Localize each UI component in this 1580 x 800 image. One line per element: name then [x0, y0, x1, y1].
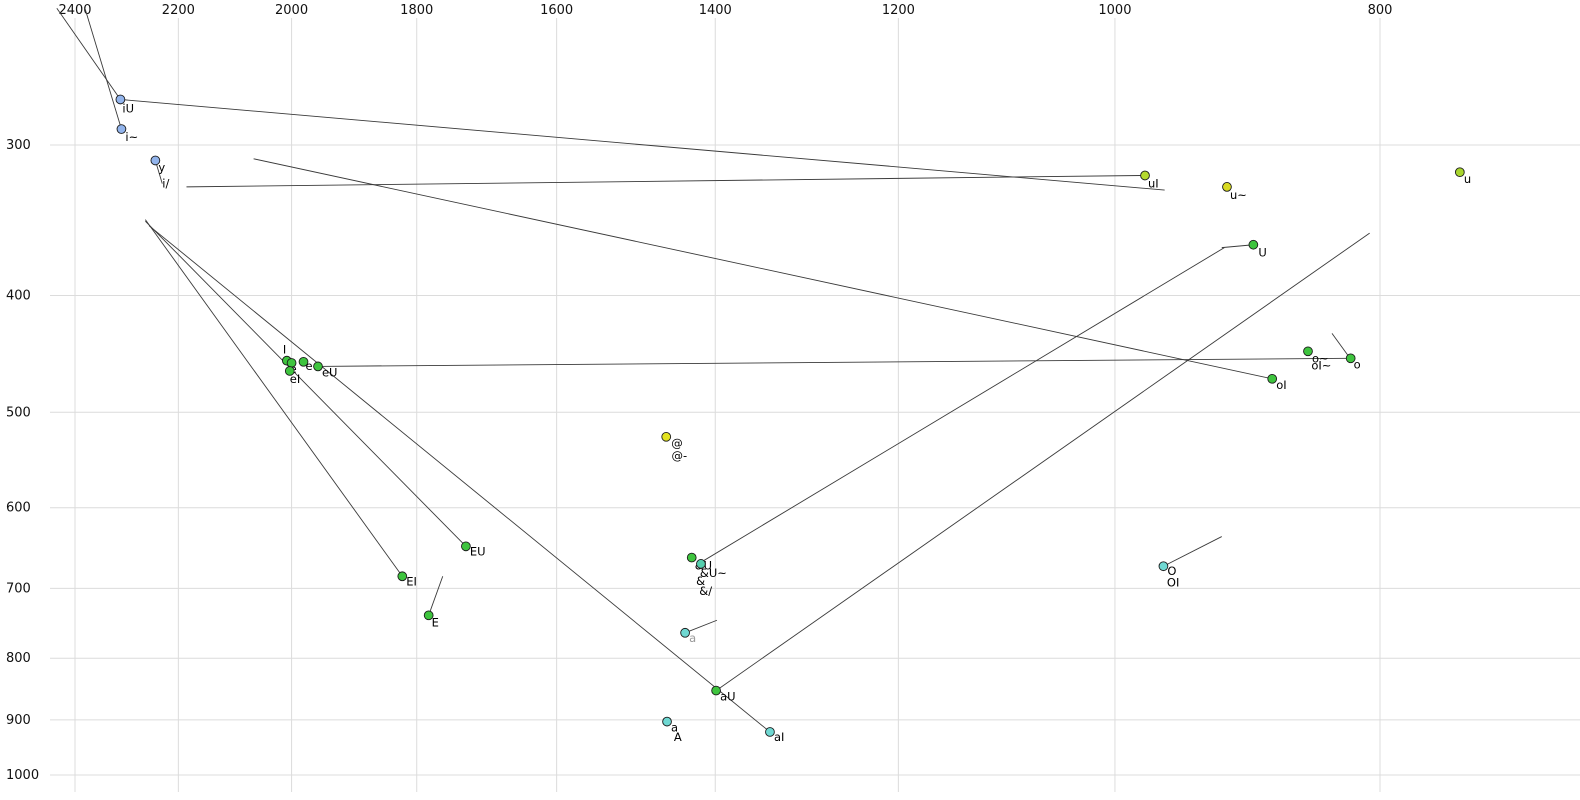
diphthong-trajectory-line — [1221, 244, 1254, 249]
vowel-point-label: o~ — [1312, 351, 1329, 365]
diphthong-trajectory-line — [428, 576, 444, 616]
vowel-point — [116, 124, 127, 134]
vowel-point-label: o — [1354, 357, 1361, 371]
x-tick-label: 2000 — [275, 3, 308, 18]
vowel-point — [150, 155, 161, 166]
vowel-point — [1248, 239, 1259, 250]
vowel-point — [461, 541, 471, 552]
vowel-point-label: i/ — [162, 177, 169, 191]
vowel-point-label: u — [1464, 172, 1471, 186]
vowel-point — [696, 559, 706, 569]
y-tick-label: 700 — [6, 581, 31, 596]
y-tick-label: 300 — [6, 138, 31, 153]
vowel-point — [298, 356, 309, 367]
vowel-point — [284, 366, 295, 376]
vowel-point-label: U — [1258, 246, 1266, 260]
vowel-point — [765, 727, 775, 737]
vowel-point — [1267, 373, 1278, 384]
vowel-point — [397, 571, 408, 582]
vowel-point-label: @ — [671, 436, 683, 450]
x-tick-label: 800 — [1368, 3, 1393, 18]
y-tick-label: 500 — [6, 405, 31, 420]
vowel-point-label: oI — [1276, 378, 1286, 392]
vowel-point-label: a — [689, 631, 696, 645]
vowel-point — [423, 610, 434, 621]
y-tick-label: 1000 — [6, 768, 39, 783]
diphthong-trajectory-line — [120, 99, 1165, 191]
diphthong-trajectory-line — [317, 357, 1348, 367]
y-tick-label: 600 — [6, 501, 31, 516]
vowel-point — [662, 716, 672, 727]
vowel-point-label: OI — [1167, 575, 1179, 589]
vowel-point-label: E — [432, 615, 439, 629]
x-tick-label: 1600 — [540, 3, 573, 18]
vowel-point-label: y — [158, 160, 165, 174]
diphthong-trajectory-line — [715, 232, 1370, 691]
vowel-point — [661, 431, 672, 442]
vowel-point-label: aU — [720, 690, 735, 704]
diphthong-trajectory-line — [1331, 333, 1350, 358]
diphthong-trajectory-line — [84, 8, 122, 130]
vowel-point-label: I — [283, 343, 286, 357]
vowel-point-label: EI — [406, 574, 417, 588]
x-tick-label: 2400 — [58, 3, 91, 18]
vowel-point-label: e — [306, 359, 313, 373]
vowel-point — [686, 552, 697, 563]
x-tick-label: 1400 — [699, 3, 732, 18]
vowel-point — [1454, 167, 1465, 178]
diphthong-trajectory-line — [700, 247, 1225, 563]
diphthong-trajectory-line — [145, 220, 467, 547]
x-tick-label: 2200 — [162, 3, 195, 18]
vowel-point-label: oI~ — [1311, 359, 1331, 373]
diphthong-trajectory-line — [148, 225, 771, 733]
vowel-point-label: &/ — [699, 584, 712, 598]
vowel-point — [313, 361, 323, 372]
y-tick-label: 900 — [6, 713, 31, 728]
diphthong-trajectory-line — [186, 175, 1142, 188]
vowel-point-label: & — [696, 574, 705, 588]
vowel-point — [680, 627, 690, 638]
vowel-point — [1222, 182, 1232, 192]
y-tick-label: 400 — [6, 289, 31, 304]
diphthong-trajectory-line — [144, 219, 403, 577]
vowel-point — [1158, 561, 1169, 572]
vowel-point-label: aI — [774, 730, 784, 744]
vowel-point-label: @- — [671, 448, 687, 462]
vowel-point-label: eU — [322, 365, 338, 379]
vowel-point — [711, 685, 721, 696]
diphthong-trajectory-line — [684, 619, 718, 634]
vowel-point-label: O — [1167, 564, 1176, 578]
vowel-point-label: a — [671, 721, 678, 735]
x-tick-label: 1800 — [400, 3, 433, 18]
diphthong-trajectory-line — [1163, 536, 1222, 567]
vowel-point-label: &U~ — [700, 566, 727, 580]
vowel-point-label: A — [674, 730, 682, 744]
vowel-point — [1345, 353, 1356, 364]
vowel-point — [115, 94, 126, 105]
vowel-point-label: eI — [290, 372, 300, 386]
vowel-point-label: EU — [470, 544, 486, 558]
vowel-point-label: iU — [122, 101, 134, 115]
diphthong-trajectory-line — [56, 7, 121, 100]
x-tick-label: 1000 — [1098, 3, 1131, 18]
y-tick-label: 800 — [6, 651, 31, 666]
vowel-point-label: u~ — [1230, 188, 1247, 202]
vowel-point-label: uI — [1148, 176, 1159, 190]
x-tick-label: 1200 — [882, 3, 915, 18]
vowel-point-label: i~ — [125, 130, 138, 144]
vowel-point — [1303, 346, 1313, 357]
vowel-point — [1140, 170, 1150, 181]
diphthong-trajectory-line — [253, 158, 1273, 380]
